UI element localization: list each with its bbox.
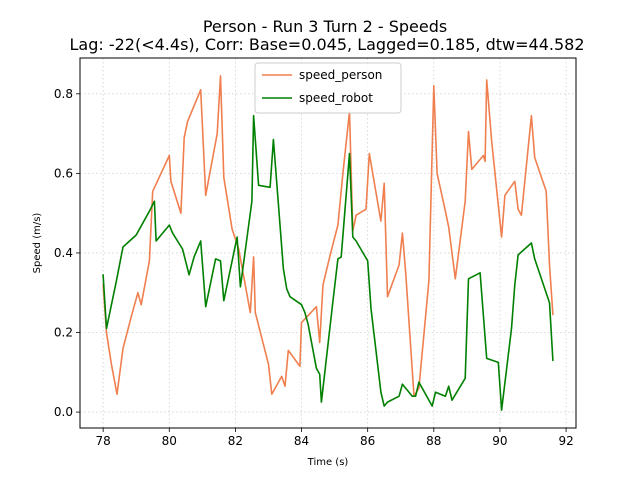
chart-subtitle: Lag: -22(<4.4s), Corr: Base=0.045, Lagge… xyxy=(69,35,584,54)
x-tick-label: 90 xyxy=(492,434,507,448)
x-tick-label: 78 xyxy=(96,434,111,448)
x-tick-label: 86 xyxy=(360,434,375,448)
chart-title: Person - Run 3 Turn 2 - Speeds xyxy=(203,17,447,36)
legend-label-speed-robot: speed_robot xyxy=(299,91,373,105)
x-tick-label: 84 xyxy=(294,434,309,448)
plot-area-frame xyxy=(79,57,577,429)
y-tick-label: 0.6 xyxy=(54,166,73,180)
legend: speed_person speed_robot xyxy=(254,62,402,114)
x-tick-label: 88 xyxy=(426,434,441,448)
series-line-speed-person xyxy=(102,75,554,398)
x-tick-label: 80 xyxy=(162,434,177,448)
x-tick-label: 92 xyxy=(558,434,573,448)
axis-ticks: 78 80 82 84 86 88 90 92 0.0 0.2 0.4 0.6 0.8 xyxy=(54,87,574,448)
series-lines xyxy=(102,75,554,411)
legend-label-speed-person: speed_person xyxy=(299,68,382,82)
y-axis-label: Speed (m/s) xyxy=(32,213,43,274)
x-tick-label: 82 xyxy=(228,434,243,448)
series-line-speed-robot xyxy=(102,114,554,411)
y-tick-label: 0.2 xyxy=(54,326,73,340)
x-axis-label: Time (s) xyxy=(307,457,349,468)
y-tick-label: 0.4 xyxy=(54,246,73,260)
y-tick-label: 0.0 xyxy=(54,405,73,419)
y-tick-label: 0.8 xyxy=(54,87,73,101)
